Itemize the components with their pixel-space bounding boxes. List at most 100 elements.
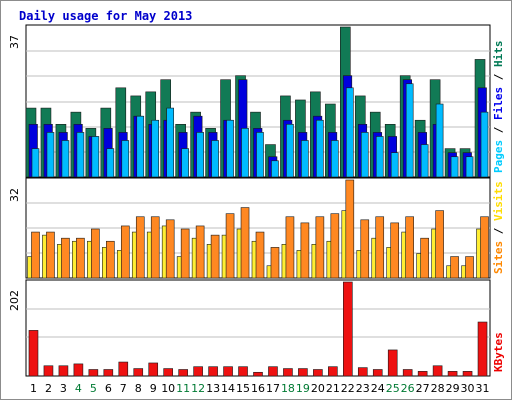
x-tick-label: 8 (135, 382, 142, 395)
bar-pages-day-27 (420, 144, 429, 178)
x-tick-label: 13 (206, 382, 220, 395)
legend-label: Pages (492, 140, 505, 173)
x-tick-label: 6 (105, 382, 112, 395)
bar-sites-day-26 (405, 216, 414, 279)
x-tick-label: 20 (311, 382, 325, 395)
bar-kbytes-day-20 (313, 369, 323, 377)
legend-label: Sites (492, 241, 505, 274)
bar-kbytes-day-1 (28, 330, 39, 377)
x-tick-label: 31 (476, 382, 490, 395)
bar-kbytes-day-27 (417, 371, 428, 377)
bar-pages-day-31 (480, 111, 489, 178)
bar-sites-day-29 (450, 256, 459, 279)
bar-sites-day-4 (76, 237, 85, 279)
bar-sites-day-30 (465, 256, 474, 279)
bar-pages-day-17 (271, 160, 279, 178)
x-tick-label: 1 (30, 382, 37, 395)
x-tick-label: 27 (416, 382, 430, 395)
legend-label: Files (492, 87, 505, 120)
bar-sites-day-28 (435, 210, 444, 279)
panel-visits-sites: 32 Sites / Visits (8, 177, 505, 279)
bar-pages-day-25 (390, 152, 399, 178)
bar-kbytes-day-9 (148, 362, 159, 377)
bars (27, 179, 489, 279)
bar-pages-day-6 (106, 148, 115, 178)
series-legend: Sites / Visits (492, 181, 505, 274)
bar-pages-day-22 (346, 87, 354, 178)
x-tick-label: 4 (75, 382, 82, 395)
x-tick-label: 28 (431, 382, 445, 395)
bar-sites-day-14 (225, 213, 235, 279)
series-legend: KBytes (492, 332, 505, 372)
y-axis-max-label: 37 (8, 35, 21, 49)
x-tick-label: 23 (356, 382, 370, 395)
bar-kbytes-day-13 (208, 366, 218, 377)
bar-kbytes-day-7 (118, 361, 129, 377)
x-tick-label: 5 (90, 382, 97, 395)
bars (28, 281, 488, 377)
bar-pages-day-1 (31, 148, 40, 178)
bar-pages-day-28 (435, 103, 444, 178)
bar-pages-day-19 (301, 140, 309, 178)
bar-sites-day-20 (315, 216, 325, 279)
chart-panels: 37 Pages / Files / Hits 32 Sites / Visits 20… (8, 24, 505, 377)
legend-label: / (492, 120, 505, 140)
bar-sites-day-13 (210, 234, 220, 279)
y-axis-max-label: 202 (8, 290, 21, 311)
bar-sites-day-25 (390, 222, 400, 279)
x-tick-label: 14 (221, 382, 235, 395)
bar-pages-day-9 (151, 119, 160, 178)
bar-pages-day-3 (61, 140, 70, 178)
bar-kbytes-day-26 (402, 369, 413, 377)
bar-sites-day-31 (480, 216, 489, 279)
bar-pages-day-20 (316, 119, 324, 178)
bar-kbytes-day-24 (372, 369, 383, 377)
bar-sites-day-17 (270, 247, 280, 279)
bar-kbytes-day-31 (477, 321, 488, 377)
x-tick-label: 3 (60, 382, 67, 395)
bar-kbytes-day-21 (328, 366, 338, 377)
bar-sites-day-22 (345, 179, 355, 279)
x-axis-day-labels: 1 2 3 4 5 6 7 8 9 10 11 12 13 14 15 16 17 18 19 20 21 22 23 24 2… (30, 382, 490, 395)
bar-pages-day-11 (181, 148, 189, 178)
bar-pages-day-24 (375, 136, 384, 178)
bar-pages-day-5 (91, 136, 100, 178)
x-tick-label: 7 (120, 382, 127, 395)
x-tick-label: 17 (266, 382, 280, 395)
bar-kbytes-day-19 (298, 368, 308, 377)
bar-pages-day-2 (46, 132, 55, 178)
bar-pages-day-10 (166, 107, 174, 178)
x-tick-label: 19 (296, 382, 310, 395)
bar-pages-day-7 (121, 140, 130, 178)
bar-sites-day-3 (61, 237, 70, 279)
bar-pages-day-21 (331, 140, 339, 178)
bar-kbytes-day-10 (163, 368, 173, 377)
x-tick-label: 24 (371, 382, 385, 395)
bar-kbytes-day-29 (447, 371, 458, 377)
bar-pages-day-15 (241, 128, 249, 178)
bar-kbytes-day-12 (193, 366, 203, 377)
bar-pages-day-29 (450, 156, 459, 178)
x-tick-label: 10 (161, 382, 175, 395)
panel-hits-files-pages: 37 Pages / Files / Hits (8, 24, 505, 178)
bar-sites-day-6 (106, 240, 115, 279)
bar-pages-day-23 (360, 132, 369, 178)
bar-sites-day-2 (46, 231, 55, 279)
bar-sites-day-5 (91, 228, 100, 279)
bar-kbytes-day-11 (178, 369, 188, 377)
bar-pages-day-14 (226, 119, 234, 178)
bar-kbytes-day-5 (88, 369, 99, 377)
bar-pages-day-4 (76, 132, 85, 178)
bar-sites-day-9 (150, 216, 160, 279)
legend-label: Visits (492, 181, 505, 221)
bar-kbytes-day-28 (432, 365, 443, 377)
bar-sites-day-16 (255, 231, 265, 279)
bar-kbytes-day-30 (462, 371, 473, 377)
chart-title: Daily usage for May 2013 (19, 9, 192, 23)
bar-kbytes-day-16 (253, 371, 263, 377)
legend-label: / (492, 221, 505, 241)
bar-sites-day-23 (360, 219, 370, 279)
legend-label: KBytes (492, 332, 505, 372)
series-legend: Pages / Files / Hits (492, 41, 505, 174)
